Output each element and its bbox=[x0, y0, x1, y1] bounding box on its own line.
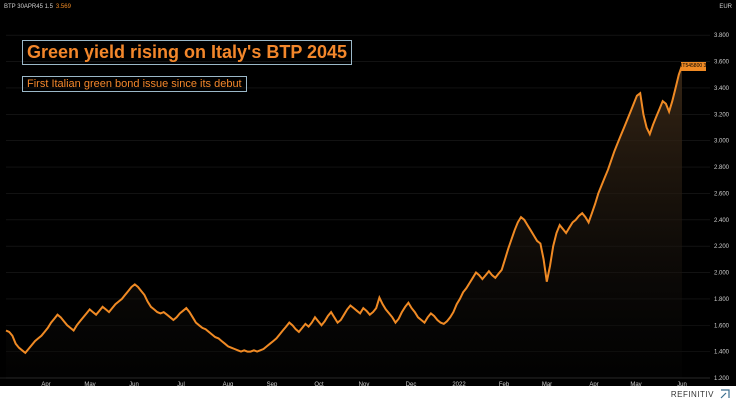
y-tick-label: 1.400 bbox=[714, 350, 730, 356]
x-tick-label: Dec bbox=[406, 382, 417, 386]
x-tick-label: Oct bbox=[314, 382, 324, 386]
y-tick-label: 3.200 bbox=[714, 112, 730, 118]
x-tick-label: Jun bbox=[129, 382, 139, 386]
chart-title: Green yield rising on Italy's BTP 2045 bbox=[22, 40, 353, 65]
x-axis: Apr May Jun Jul Aug Sep Oct Nov Dec 2022 Feb Mar Apr… bbox=[0, 377, 710, 386]
y-tick-label: 2.000 bbox=[714, 271, 730, 277]
x-tick-label: May bbox=[84, 382, 95, 386]
y-tick-label: 1.200 bbox=[714, 376, 730, 382]
chart-subtitle: First Italian green bond issue since its… bbox=[22, 76, 247, 92]
price-chart: 1.200 1.400 1.600 1.800 2.000 2.200 2.400 2.600… bbox=[0, 33, 730, 386]
ticker-name: BTP 30APR45 1.5 bbox=[4, 4, 53, 10]
y-tick-label: 1.800 bbox=[714, 297, 730, 303]
y-tick-label: 1.600 bbox=[714, 323, 730, 329]
y-tick-label: 2.200 bbox=[714, 244, 730, 250]
x-tick-label: May bbox=[630, 382, 641, 386]
y-tick-label: 3.000 bbox=[714, 139, 730, 145]
currency-label: EUR bbox=[719, 4, 732, 10]
x-tick-label: 2022 bbox=[452, 382, 466, 386]
yield-area bbox=[6, 65, 682, 378]
last-tag-value: 3.569 bbox=[703, 63, 717, 69]
y-axis: 1.200 1.400 1.600 1.800 2.000 2.200 2.400 2.600… bbox=[714, 33, 730, 382]
y-tick-label: 2.400 bbox=[714, 218, 730, 224]
x-tick-label: Jun bbox=[677, 382, 687, 386]
refinitiv-logo-icon bbox=[720, 389, 730, 399]
last-tag-code: IT545800 bbox=[681, 63, 703, 69]
x-tick-label: Aug bbox=[223, 382, 234, 386]
yield-line bbox=[5, 65, 683, 355]
x-tick-label: Jul bbox=[177, 382, 185, 386]
x-tick-label: Apr bbox=[589, 382, 598, 386]
x-tick-label: Feb bbox=[499, 382, 510, 386]
footer-bar: REFINITIV bbox=[0, 386, 736, 404]
y-tick-label: 2.800 bbox=[714, 165, 730, 171]
ticker-last-value: 3.569 bbox=[55, 4, 71, 10]
y-tick-label: 3.800 bbox=[714, 33, 730, 39]
grid-lines bbox=[6, 34, 710, 379]
x-tick-label: Apr bbox=[41, 382, 50, 386]
x-tick-label: Nov bbox=[359, 382, 370, 386]
ticker-label: BTP 30APR45 1.5 3.569 bbox=[4, 4, 71, 10]
x-tick-label: Sep bbox=[267, 382, 278, 386]
y-tick-label: 3.600 bbox=[714, 60, 730, 66]
y-tick-label: 3.400 bbox=[714, 86, 730, 92]
y-tick-label: 2.600 bbox=[714, 191, 730, 197]
brand-label: REFINITIV bbox=[670, 390, 714, 399]
last-price-tag: IT545800 3.569 bbox=[681, 62, 716, 71]
x-tick-label: Mar bbox=[542, 382, 552, 386]
